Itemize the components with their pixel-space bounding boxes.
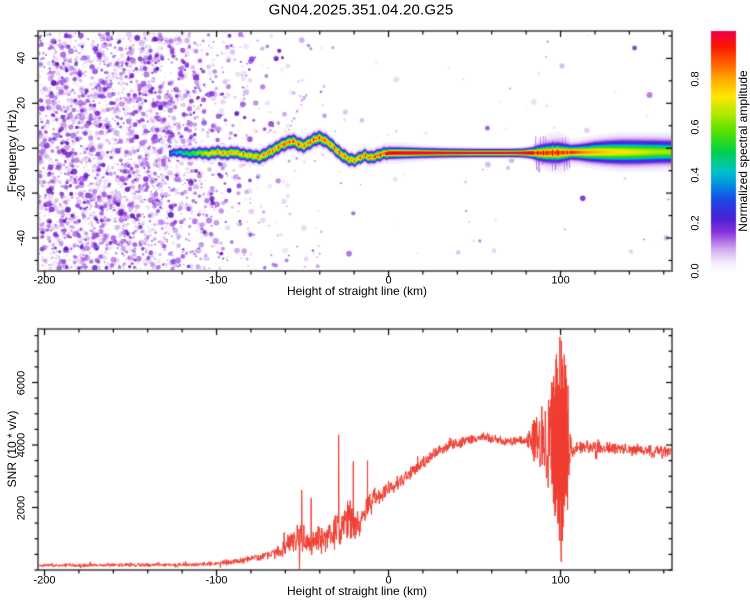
snr-y-tick-label: 6000 xyxy=(15,370,28,395)
spectrogram-y-tick-label: 40 xyxy=(15,52,28,65)
snr-x-tick-label: -100 xyxy=(205,574,228,587)
snr-y-tick-label: 4000 xyxy=(15,432,28,458)
spectrogram-x-tick-label: -200 xyxy=(33,274,56,287)
colorbar-title: Normalized spectral amplitude xyxy=(736,70,750,232)
snr-x-axis-title: Height of straight line (km) xyxy=(286,584,428,598)
snr-x-tick-label: -200 xyxy=(33,574,56,587)
spectrogram-x-tick-label: 100 xyxy=(551,274,570,287)
spectrogram-y-tick-label: 0 xyxy=(15,145,28,152)
snr-y-tick-label: 2000 xyxy=(15,495,28,520)
colorbar-tick-label: 0.8 xyxy=(689,71,702,87)
spectrogram-x-axis-title: Height of straight line (km) xyxy=(286,284,428,298)
spectrogram-y-tick-label: -40 xyxy=(15,230,28,246)
spectrogram-y-tick-label: 20 xyxy=(15,97,28,110)
spectrogram-y-tick-label: -20 xyxy=(15,185,28,202)
spectrogram-x-tick-label: -100 xyxy=(205,274,228,287)
snr-x-tick-label: 0 xyxy=(385,574,392,587)
figure-title: GN04.2025.351.04.20.G25 xyxy=(268,1,454,19)
snr-x-tick-label: 100 xyxy=(551,574,570,587)
colorbar-tick-label: 0.4 xyxy=(689,167,702,183)
colorbar-tick-label: 0.2 xyxy=(689,215,702,231)
colorbar-tick-label: 0.6 xyxy=(689,119,702,135)
spectrogram-x-tick-label: 0 xyxy=(385,274,392,287)
colorbar-tick-label: 0.0 xyxy=(689,263,702,279)
